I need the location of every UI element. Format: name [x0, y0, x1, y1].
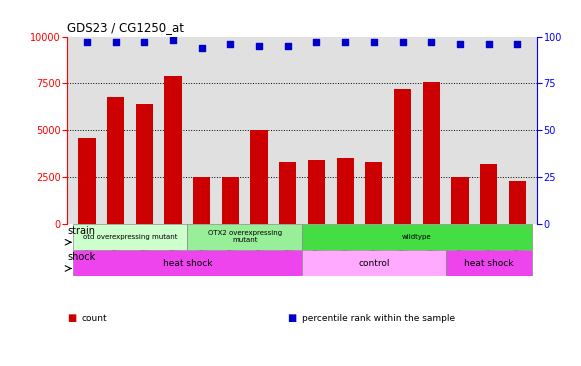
Point — [168, 37, 178, 43]
Point — [398, 39, 407, 45]
Bar — [187, 224, 302, 250]
Bar — [222, 177, 239, 224]
Text: GDS23 / CG1250_at: GDS23 / CG1250_at — [67, 21, 184, 34]
Point — [312, 39, 321, 45]
Bar — [73, 224, 187, 250]
Point — [197, 45, 206, 51]
Bar — [279, 162, 296, 224]
Text: strain: strain — [67, 226, 95, 236]
Bar — [422, 82, 440, 224]
Bar — [394, 89, 411, 224]
Point — [111, 39, 120, 45]
Text: count: count — [81, 314, 107, 323]
Point — [254, 43, 264, 49]
Text: heat shock: heat shock — [163, 259, 212, 268]
Bar — [302, 250, 446, 276]
Bar — [107, 97, 124, 224]
Bar — [308, 160, 325, 224]
Text: shock: shock — [67, 253, 96, 262]
Point — [283, 43, 292, 49]
Bar — [250, 130, 268, 224]
Text: heat shock: heat shock — [464, 259, 514, 268]
Bar — [509, 181, 526, 224]
Bar — [78, 138, 95, 224]
Bar — [73, 250, 302, 276]
Point — [484, 41, 493, 47]
Bar — [136, 104, 153, 224]
Text: ■: ■ — [288, 313, 297, 324]
Bar — [451, 177, 468, 224]
Bar — [365, 162, 382, 224]
Text: percentile rank within the sample: percentile rank within the sample — [302, 314, 456, 323]
Point — [456, 41, 465, 47]
Bar — [193, 177, 210, 224]
Point — [83, 39, 92, 45]
Text: otd overexpressing mutant: otd overexpressing mutant — [83, 234, 177, 240]
Bar — [302, 224, 532, 250]
Bar — [446, 250, 532, 276]
Bar — [480, 164, 497, 224]
Point — [340, 39, 350, 45]
Point — [426, 39, 436, 45]
Text: ■: ■ — [67, 313, 76, 324]
Point — [139, 39, 149, 45]
Point — [369, 39, 378, 45]
Text: wildtype: wildtype — [402, 234, 432, 240]
Bar — [164, 76, 182, 224]
Text: control: control — [358, 259, 390, 268]
Bar — [336, 158, 354, 224]
Point — [226, 41, 235, 47]
Text: OTX2 overexpressing
mutant: OTX2 overexpressing mutant — [207, 231, 282, 243]
Point — [512, 41, 522, 47]
